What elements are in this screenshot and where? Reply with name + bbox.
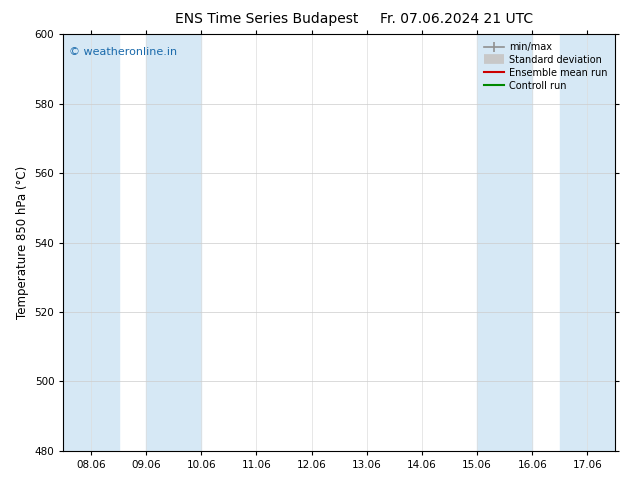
Text: © weatheronline.in: © weatheronline.in: [69, 47, 177, 57]
Legend: min/max, Standard deviation, Ensemble mean run, Controll run: min/max, Standard deviation, Ensemble me…: [481, 39, 610, 94]
Text: ENS Time Series Budapest: ENS Time Series Budapest: [174, 12, 358, 26]
Text: Fr. 07.06.2024 21 UTC: Fr. 07.06.2024 21 UTC: [380, 12, 533, 26]
Bar: [560, 34, 615, 451]
Bar: [146, 34, 202, 451]
Bar: [477, 34, 533, 451]
Y-axis label: Temperature 850 hPa (°C): Temperature 850 hPa (°C): [16, 166, 29, 319]
Bar: [63, 34, 119, 451]
